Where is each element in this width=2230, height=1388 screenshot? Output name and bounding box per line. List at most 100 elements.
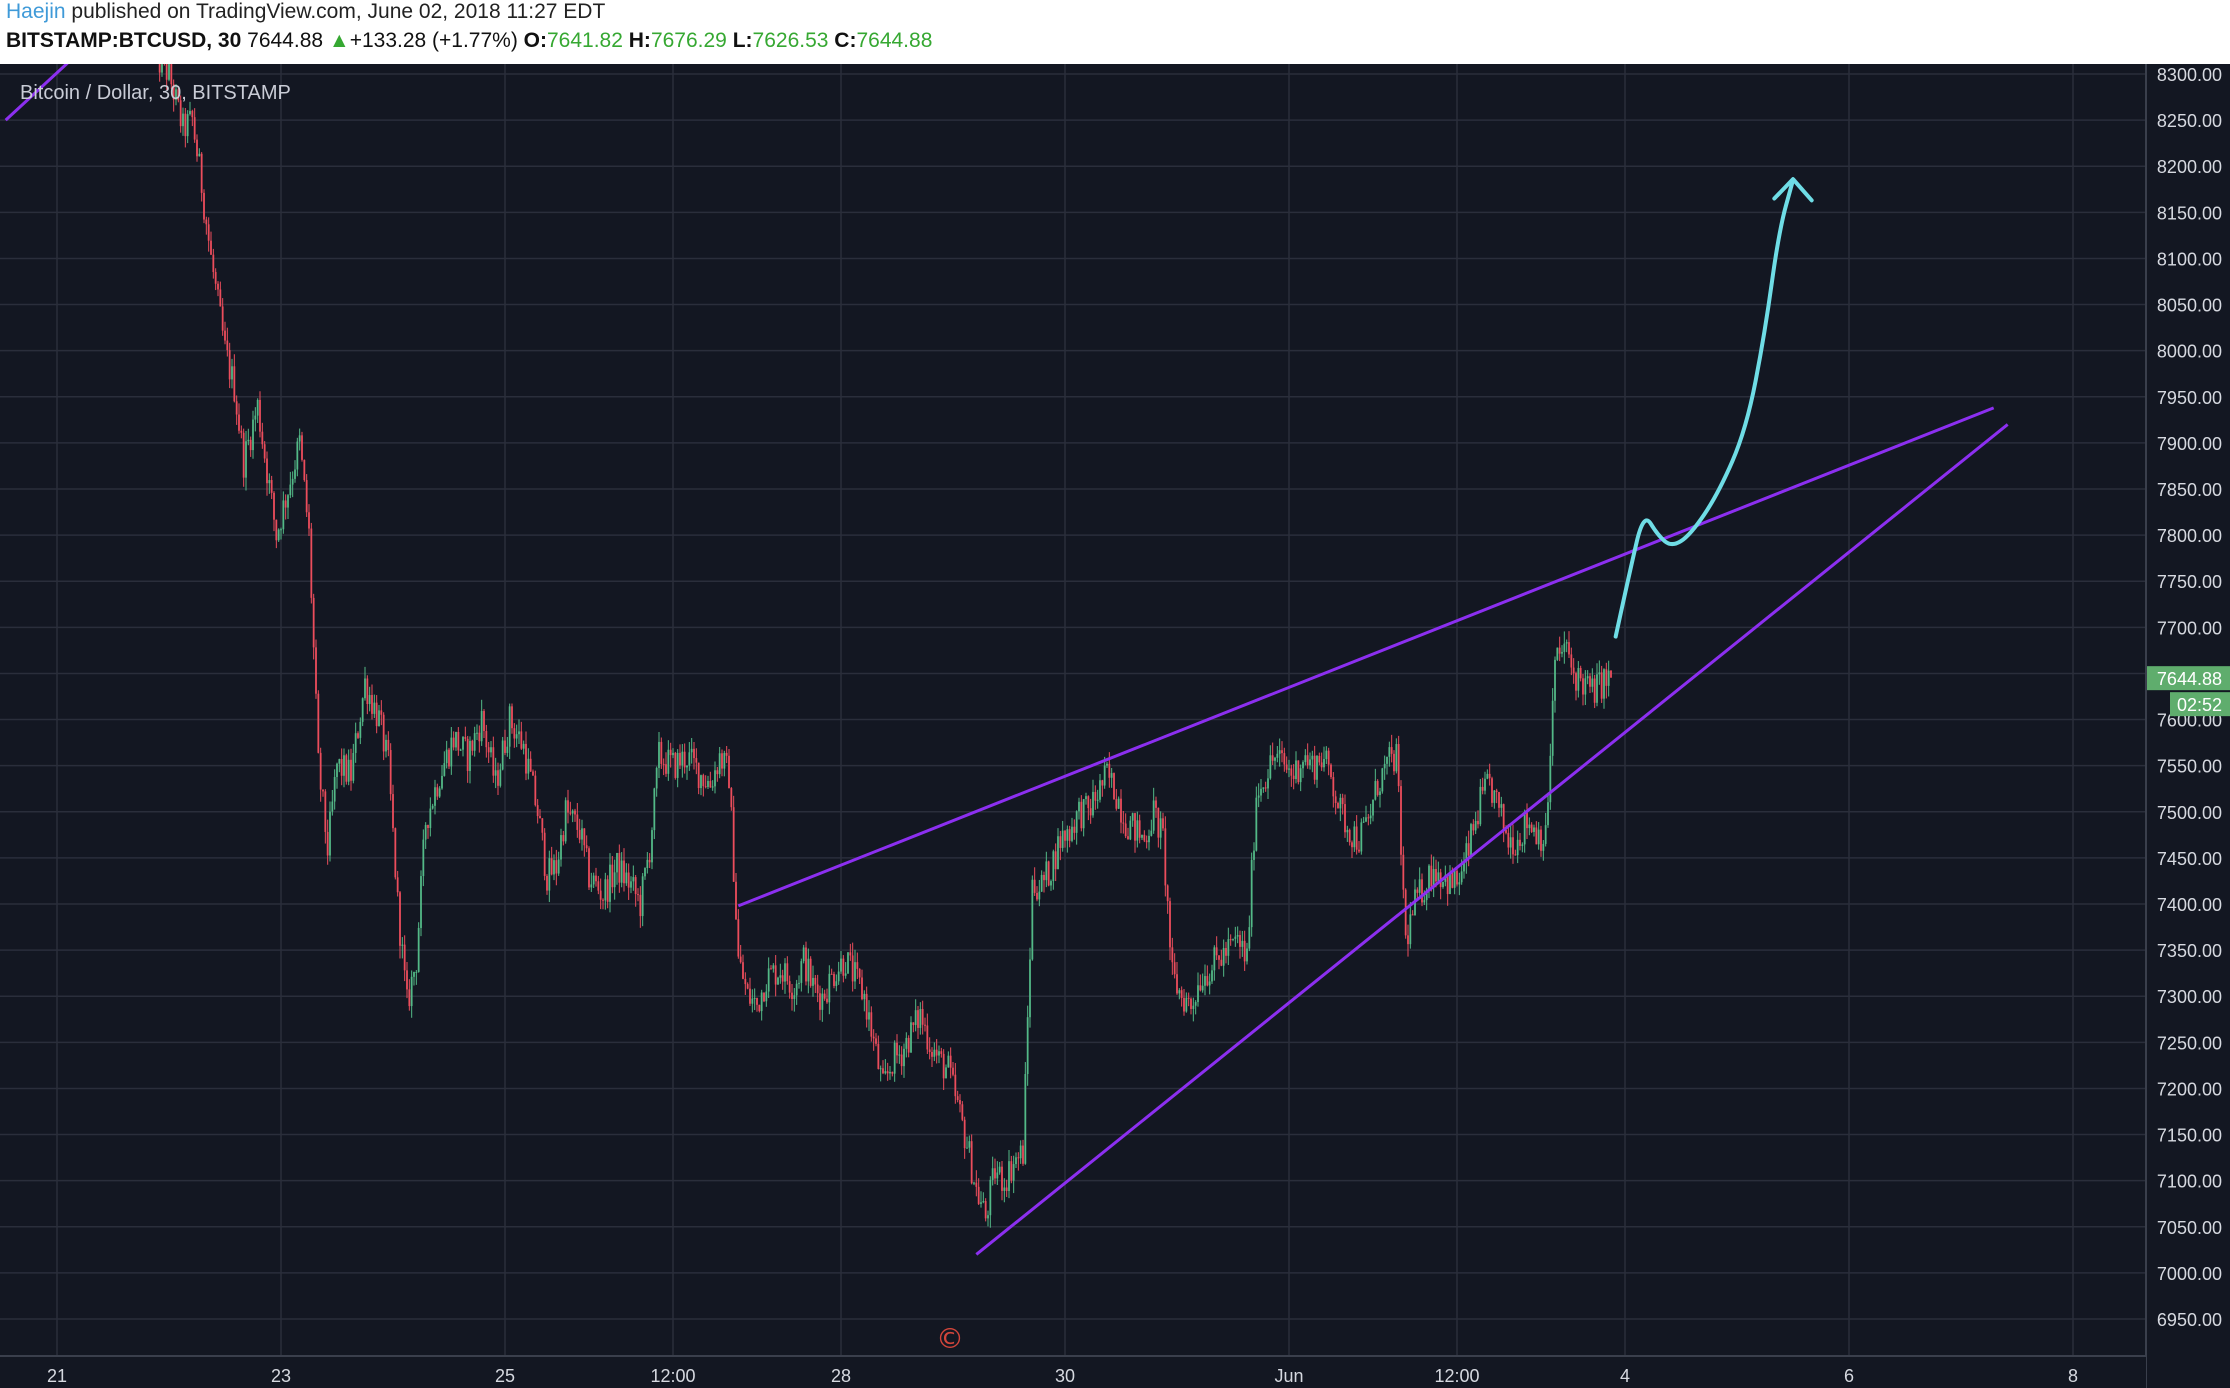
time-tick-label: 12:00 xyxy=(650,1366,695,1386)
candle-body xyxy=(658,741,660,768)
candle-body xyxy=(1500,804,1503,808)
candle-body xyxy=(784,963,786,982)
candle-body xyxy=(219,289,222,307)
candle-body xyxy=(788,981,791,993)
price-axis-panel[interactable] xyxy=(2146,64,2230,1388)
candle-body xyxy=(504,740,506,753)
candle-body xyxy=(462,737,464,750)
price-tick-label: 8300.00 xyxy=(2157,65,2222,85)
candle-body xyxy=(676,752,679,778)
candle-body xyxy=(735,881,737,920)
candle-body xyxy=(1593,678,1596,703)
candle-body xyxy=(1556,647,1559,660)
candle-body xyxy=(263,444,266,459)
candle-body xyxy=(1407,935,1409,945)
candle-body xyxy=(1239,935,1241,947)
candle-body xyxy=(1220,959,1223,966)
candle-body xyxy=(1278,750,1281,754)
price-tick-label: 7200.00 xyxy=(2157,1079,2222,1099)
candle-body xyxy=(527,758,530,774)
time-axis-panel[interactable] xyxy=(0,1356,2146,1388)
candle-body xyxy=(604,879,607,901)
candle-body xyxy=(898,1054,901,1056)
candle-body xyxy=(553,860,555,875)
candle-body xyxy=(1351,842,1353,848)
projected-path[interactable] xyxy=(1613,178,1795,639)
candle-body xyxy=(303,459,306,481)
candle-body xyxy=(1460,871,1463,883)
candle-body xyxy=(905,1037,908,1049)
candle-body xyxy=(1344,804,1346,833)
candle-body xyxy=(854,962,856,982)
projected-path-arrow-head[interactable] xyxy=(1772,177,1814,203)
candle-body xyxy=(1521,844,1524,846)
candle-body xyxy=(1089,808,1092,816)
candle-body xyxy=(665,764,667,774)
candle-body xyxy=(791,992,793,999)
candle-body xyxy=(739,956,742,963)
candle-body xyxy=(1523,812,1526,845)
candle-body xyxy=(1516,839,1519,856)
price-tick-label: 7050.00 xyxy=(2157,1218,2222,1238)
candle-body xyxy=(1589,676,1591,687)
candle-body xyxy=(1103,765,1106,786)
candle-body xyxy=(1586,676,1589,679)
candle-body xyxy=(287,495,289,508)
candle-body xyxy=(1561,651,1563,654)
candle-body xyxy=(683,751,686,768)
candle-body xyxy=(952,1067,954,1075)
candle-body xyxy=(1236,935,1239,937)
candle-body xyxy=(1397,744,1400,787)
candle-body xyxy=(758,1004,761,1012)
earlier-trendline[interactable] xyxy=(4,64,76,122)
candle-body xyxy=(1019,1145,1022,1159)
candle-body xyxy=(1425,889,1428,901)
candle-body xyxy=(938,1051,940,1056)
candle-body xyxy=(1603,669,1605,699)
upper-wedge-line[interactable] xyxy=(737,406,1995,908)
candle-body xyxy=(590,884,593,888)
candle-body xyxy=(1479,786,1482,825)
candle-body xyxy=(1477,820,1479,825)
candle-body xyxy=(1505,829,1507,833)
candle-body xyxy=(900,1054,903,1067)
candle-body xyxy=(667,749,670,774)
candle-body xyxy=(534,775,537,806)
candle-body xyxy=(1481,786,1484,791)
candle-body xyxy=(1115,799,1118,809)
last-price-badge xyxy=(2147,666,2230,691)
candle-body xyxy=(1176,974,1178,994)
candle-body xyxy=(989,1179,992,1216)
candle-body xyxy=(644,868,646,877)
candle-body xyxy=(714,770,716,787)
candle-body xyxy=(634,877,637,895)
price-tick-label: 7450.00 xyxy=(2157,849,2222,869)
countdown-badge xyxy=(2170,692,2230,717)
candle-body xyxy=(1003,1187,1006,1191)
candle-body xyxy=(865,993,868,1020)
candle-body xyxy=(1369,815,1372,819)
price-chart[interactable]: 8300.00 8250.00 8200.00 8150.00 8100.00 8050.… xyxy=(0,64,2230,1388)
candle-body xyxy=(819,993,821,1010)
candle-body xyxy=(1318,755,1321,763)
candle-body xyxy=(1078,801,1080,812)
time-tick-label: 25 xyxy=(495,1366,515,1386)
candle-body xyxy=(723,752,726,769)
candle-body xyxy=(492,747,495,776)
candle-body xyxy=(1530,824,1533,832)
candle-body xyxy=(399,892,401,946)
candle-body xyxy=(1360,822,1363,852)
price-badges: 7644.88 02:52 xyxy=(2147,666,2230,717)
symbol-label[interactable]: BITSTAMP:BTCUSD, 30 xyxy=(6,29,242,52)
candle-body xyxy=(515,734,518,739)
candle-body xyxy=(1008,1161,1010,1191)
lower-wedge-line[interactable] xyxy=(975,423,2009,1256)
candle-body xyxy=(410,976,413,1007)
candle-body xyxy=(158,64,161,73)
price-tick-label: 7300.00 xyxy=(2157,987,2222,1007)
author-link[interactable]: Haejin xyxy=(6,0,66,23)
candle-body xyxy=(1402,854,1405,890)
candle-body xyxy=(198,153,201,157)
candle-body xyxy=(191,110,194,118)
candle-body xyxy=(728,755,730,789)
